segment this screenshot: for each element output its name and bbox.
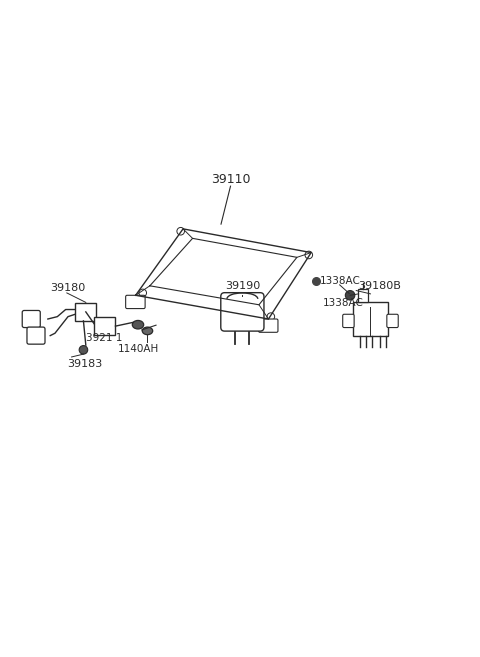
Text: 39180B: 39180B	[359, 281, 401, 290]
Circle shape	[305, 251, 312, 259]
FancyBboxPatch shape	[343, 314, 354, 328]
Text: 1338AC: 1338AC	[320, 276, 360, 286]
Ellipse shape	[142, 327, 153, 334]
FancyBboxPatch shape	[126, 295, 145, 309]
Circle shape	[267, 313, 275, 321]
Text: 1140AH: 1140AH	[118, 344, 158, 353]
FancyBboxPatch shape	[221, 292, 264, 331]
Ellipse shape	[132, 321, 144, 329]
Bar	[358, 289, 368, 302]
Circle shape	[139, 289, 146, 297]
Text: 3921 1: 3921 1	[86, 332, 122, 343]
Bar	[75, 303, 96, 321]
FancyBboxPatch shape	[259, 319, 278, 332]
FancyBboxPatch shape	[27, 327, 45, 344]
Text: 39180: 39180	[50, 283, 85, 293]
Text: 39183: 39183	[67, 359, 102, 369]
FancyBboxPatch shape	[22, 311, 40, 328]
Circle shape	[177, 227, 184, 235]
Bar	[94, 317, 116, 335]
Text: 39110: 39110	[211, 173, 250, 186]
Circle shape	[345, 290, 355, 300]
Circle shape	[79, 346, 88, 354]
Text: 39190: 39190	[225, 281, 260, 292]
Text: 1338AC: 1338AC	[323, 298, 364, 307]
Bar	[353, 302, 388, 336]
FancyBboxPatch shape	[387, 314, 398, 328]
